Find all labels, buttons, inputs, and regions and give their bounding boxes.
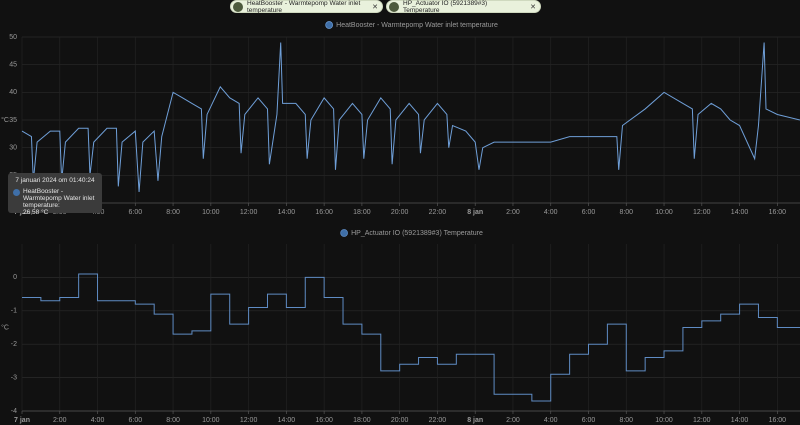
chip-label: HP_Actuator IO (5921389#3) Temperature [403, 0, 488, 14]
chip-icon [389, 1, 399, 12]
series-line [21, 42, 800, 192]
x-tick-label: 10:00 [202, 209, 220, 216]
x-tick-label: 7 jan [14, 417, 30, 424]
x-tick-label: 8:00 [619, 417, 633, 424]
x-tick-label: 10:00 [655, 417, 673, 424]
x-tick-label: 12:00 [693, 209, 711, 216]
y-axis-label: °C [1, 323, 9, 331]
x-tick-label: 18:00 [353, 209, 371, 216]
tooltip-title: 7 januari 2024 om 01:40:24 [15, 177, 95, 184]
x-tick-label: 12:00 [240, 417, 258, 424]
legend-marker [340, 229, 348, 237]
x-tick-label: 6:00 [582, 209, 596, 216]
x-tick-label: 6:00 [128, 417, 142, 424]
y-tick-label: -4 [11, 408, 17, 415]
x-tick-label: 6:00 [128, 209, 142, 216]
x-tick-label: 22:00 [429, 209, 447, 216]
x-tick-label: 4:00 [91, 417, 105, 424]
legend-marker [325, 21, 333, 29]
x-tick-label: 16:00 [315, 209, 333, 216]
series-line [22, 273, 800, 402]
x-tick-label: 20:00 [391, 209, 409, 216]
x-tick-label: 8 jan [467, 417, 483, 424]
x-tick-label: 16:00 [769, 417, 787, 424]
y-tick-label: 30 [9, 145, 17, 152]
y-tick-label: 50 [9, 34, 17, 41]
x-tick-label: 14:00 [731, 209, 749, 216]
y-tick-label: 45 [9, 62, 17, 69]
y-tick-label: 40 [9, 89, 17, 96]
x-tick-label: 22:00 [429, 417, 447, 424]
x-tick-label: 8:00 [166, 417, 180, 424]
x-tick-label: 16:00 [315, 417, 333, 424]
x-tick-label: 2:00 [506, 417, 520, 424]
x-tick-label: 12:00 [240, 209, 258, 216]
x-tick-label: 12:00 [693, 417, 711, 424]
x-tick-label: 8:00 [619, 209, 633, 216]
x-tick-label: 16:00 [769, 209, 787, 216]
legend-label: HP_Actuator IO (5921389#3) Temperature [351, 230, 483, 237]
x-tick-label: 8 jan [467, 209, 483, 216]
x-tick-label: 20:00 [391, 417, 409, 424]
chip-label: HeatBooster - Warmtepomp Water inlet tem… [247, 0, 361, 14]
x-tick-label: 2:00 [53, 417, 67, 424]
entity-chip[interactable]: HP_Actuator IO (5921389#3) Temperature ✕ [386, 0, 541, 14]
chip-icon [233, 1, 243, 12]
tooltip-series: HeatBooster - Warmtepomp Water inlet tem… [23, 188, 95, 209]
x-tick-label: 6:00 [582, 417, 596, 424]
y-axis-label: °C [1, 116, 9, 124]
x-tick-label: 18:00 [353, 417, 371, 424]
entity-chip[interactable]: HeatBooster - Warmtepomp Water inlet tem… [230, 0, 383, 14]
x-tick-label: 2:00 [506, 209, 520, 216]
y-tick-label: 0 [13, 274, 17, 281]
x-tick-label: 14:00 [278, 417, 296, 424]
tooltip-marker [13, 189, 20, 196]
x-tick-label: 10:00 [655, 209, 673, 216]
legend-label: HeatBooster - Warmtepomp Water inlet tem… [336, 22, 498, 29]
y-tick-label: -1 [11, 308, 17, 315]
y-tick-label: 35 [9, 117, 17, 124]
tooltip: 7 januari 2024 om 01:40:24 HeatBooster -… [8, 173, 102, 216]
x-tick-label: 14:00 [731, 417, 749, 424]
y-tick-label: -2 [11, 341, 17, 348]
x-tick-label: 10:00 [202, 417, 220, 424]
y-tick-label: -3 [11, 374, 17, 381]
chip-remove[interactable]: ✕ [530, 3, 536, 11]
tooltip-value: 26,58 °C [23, 209, 49, 216]
x-tick-label: 14:00 [278, 209, 296, 216]
x-tick-label: 4:00 [544, 417, 558, 424]
x-tick-label: 4:00 [544, 209, 558, 216]
x-tick-label: 8:00 [166, 209, 180, 216]
chip-remove[interactable]: ✕ [372, 3, 378, 11]
